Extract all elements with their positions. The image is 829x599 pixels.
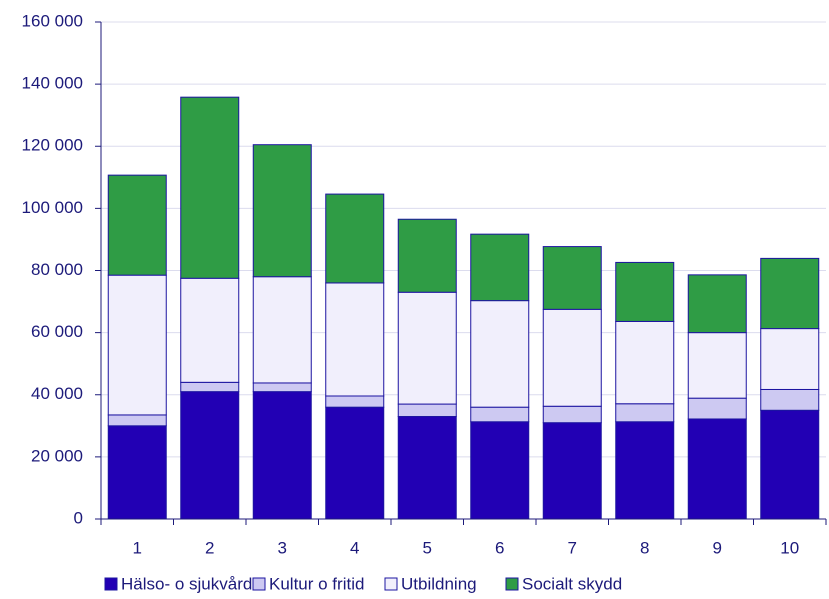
bar-segment — [325, 395, 385, 408]
bar-segment — [615, 421, 675, 520]
bar-segment — [470, 300, 530, 408]
y-tick-label: 160 000 — [22, 11, 83, 30]
bar-segment — [687, 332, 747, 399]
bar-segment — [397, 415, 457, 520]
bar-segment — [470, 233, 530, 302]
legend-swatch — [505, 577, 519, 591]
bar-segment — [180, 391, 240, 520]
bar-segment — [615, 320, 675, 405]
bar-segment — [107, 274, 167, 416]
legend-label: Hälso- o sjukvård — [121, 574, 252, 593]
y-tick-label: 40 000 — [31, 384, 83, 403]
bar-segment — [542, 405, 602, 424]
bar-segment — [470, 406, 530, 423]
bar-segment — [252, 382, 312, 393]
bar-segment — [180, 381, 240, 393]
bar-segment — [107, 174, 167, 276]
bar-segment — [325, 193, 385, 284]
bar-segment — [615, 261, 675, 322]
x-tick-label: 8 — [640, 538, 649, 557]
bar-segment — [687, 274, 747, 334]
bar-segment — [252, 391, 312, 520]
x-tick-label: 6 — [495, 538, 504, 557]
bar-segment — [760, 257, 820, 330]
y-tick-label: 0 — [74, 508, 83, 527]
legend-swatch — [252, 577, 266, 591]
bar-segment — [107, 425, 167, 520]
bar-segment — [687, 397, 747, 420]
bar-segment — [542, 308, 602, 407]
legend-label: Utbildning — [401, 574, 477, 593]
legend-swatch — [384, 577, 398, 591]
bar-segment — [760, 409, 820, 520]
x-tick-label: 5 — [423, 538, 432, 557]
bar-segment — [615, 403, 675, 423]
legend-label: Socialt skydd — [522, 574, 622, 593]
bar-segment — [180, 277, 240, 383]
bar-segment — [397, 291, 457, 405]
bar-segment — [470, 421, 530, 520]
bar-segment — [252, 276, 312, 384]
bar-segment — [542, 246, 602, 310]
bar-segment — [760, 388, 820, 411]
bar-segment — [107, 414, 167, 427]
legend-swatch — [104, 577, 118, 591]
x-tick-label: 1 — [133, 538, 142, 557]
x-tick-label: 2 — [205, 538, 214, 557]
x-tick-label: 3 — [278, 538, 287, 557]
x-tick-label: 4 — [350, 538, 359, 557]
bar-segment — [760, 328, 820, 390]
y-tick-label: 80 000 — [31, 260, 83, 279]
y-tick-label: 140 000 — [22, 74, 83, 93]
y-tick-label: 60 000 — [31, 322, 83, 341]
bar-segment — [542, 422, 602, 520]
x-tick-label: 10 — [780, 538, 799, 557]
bar-segment — [687, 418, 747, 520]
bar-segment — [397, 403, 457, 417]
bar-segment — [397, 218, 457, 293]
x-tick-label: 9 — [713, 538, 722, 557]
bar-segment — [180, 96, 240, 279]
bar-segment — [325, 282, 385, 397]
y-tick-label: 100 000 — [22, 198, 83, 217]
bar-segment — [325, 406, 385, 520]
bar-segment — [252, 144, 312, 278]
y-tick-label: 120 000 — [22, 136, 83, 155]
y-tick-label: 20 000 — [31, 446, 83, 465]
legend-label: Kultur o fritid — [269, 574, 364, 593]
x-tick-label: 7 — [568, 538, 577, 557]
